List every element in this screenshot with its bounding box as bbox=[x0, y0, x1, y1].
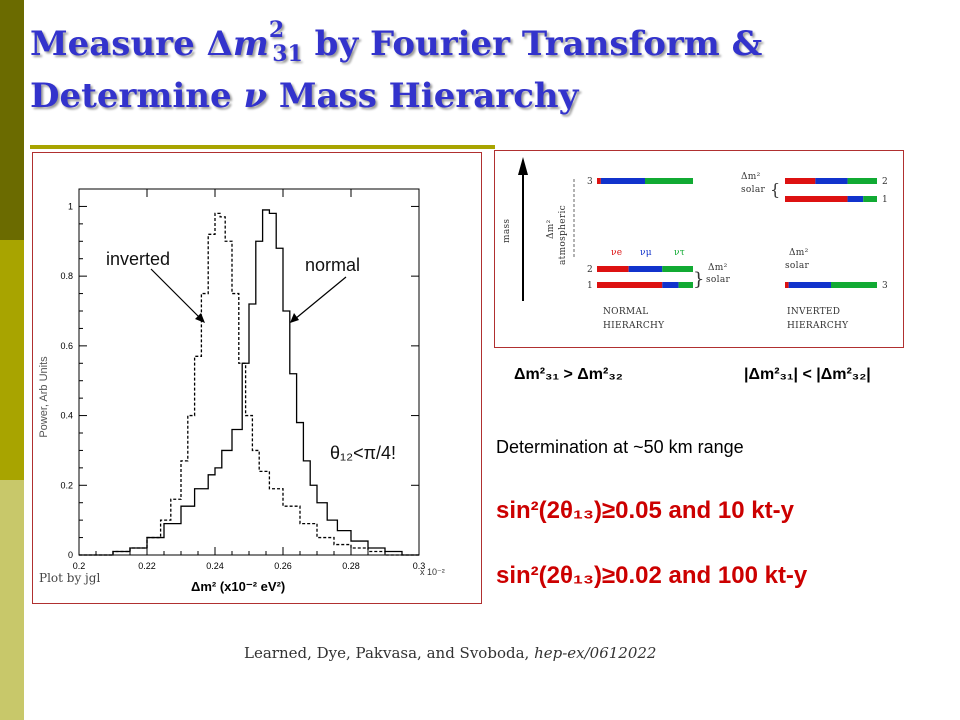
y-tick-label: 0 bbox=[68, 550, 73, 560]
normal-bar-3-nu_tau bbox=[645, 178, 693, 184]
normal-solar-bracket: } bbox=[693, 269, 705, 290]
inverted-atm-word: solar bbox=[785, 261, 809, 271]
inverted-bar-2-nu_mu bbox=[815, 178, 848, 184]
theta-note: θ₁₂<π/4! bbox=[330, 443, 397, 463]
series-inverted bbox=[79, 212, 419, 556]
normal-bar-2-nu_mu bbox=[628, 266, 663, 272]
citation-ref: hep-ex/0612022 bbox=[534, 644, 657, 662]
series-normal bbox=[79, 209, 419, 556]
inverted-bar-2-nu_e bbox=[785, 178, 816, 184]
sensitivity-line-2: sin²(2θ₁₃)≥0.02 and 100 kt-y bbox=[496, 562, 808, 589]
y-tick-label: 0.2 bbox=[60, 480, 73, 490]
inverted-level-3: 3 bbox=[882, 281, 888, 291]
inverted-level-1: 1 bbox=[882, 195, 888, 205]
normal-relation: Δm²₃₁ > Δm²₃₂ bbox=[514, 366, 623, 383]
x-tick-label: 0.28 bbox=[342, 561, 360, 571]
y-tick-label: 0.8 bbox=[60, 271, 73, 281]
band-top bbox=[0, 0, 24, 240]
atm-word: atmospheric bbox=[558, 205, 568, 265]
x-axis-label: Δm² (x10⁻² eV²) bbox=[191, 579, 286, 594]
normal-level-3: 3 bbox=[587, 177, 593, 187]
normal-arrow-head bbox=[290, 313, 299, 323]
citation-authors: Learned, Dye, Pakvasa, and Svoboda, bbox=[244, 644, 535, 662]
power-spectrum-chart: 0.2 0.22 0.24 0.26 0.28 0.300.20.40.60.81 bbox=[60, 188, 426, 571]
x-tick-label: 0.24 bbox=[206, 561, 224, 571]
normal-bar-3-nu_mu bbox=[600, 178, 645, 184]
x-tick-label: 0.3 bbox=[413, 561, 426, 571]
normal-bar-1-nu_tau bbox=[678, 282, 693, 288]
normal-bar-2-nu_tau bbox=[662, 266, 693, 272]
slide-title: Measure Δm231 by Fourier Transform & Det… bbox=[30, 17, 763, 116]
normal-level-2: 2 bbox=[587, 265, 593, 275]
inverted-solar-dm2: Δm² bbox=[741, 172, 761, 182]
normal-bar-1-nu_e bbox=[597, 282, 663, 288]
normal-title-1: NORMAL bbox=[603, 307, 649, 317]
sensitivity-line-1: sin²(2θ₁₃)≥0.05 and 10 kt-y bbox=[496, 497, 794, 524]
normal-bar-2-nu_e bbox=[597, 266, 629, 272]
normal-solar-word: solar bbox=[706, 275, 730, 285]
band-bottom bbox=[0, 480, 24, 720]
y-tick-label: 0.4 bbox=[60, 411, 73, 421]
inverted-bar-3-nu_e bbox=[785, 282, 789, 288]
inverted-label: inverted bbox=[106, 249, 171, 269]
normal-arrow bbox=[294, 276, 347, 320]
x-tick-label: 0.2 bbox=[73, 561, 86, 571]
inverted-bar-2-nu_tau bbox=[847, 178, 877, 184]
normal-bar-3-nu_e bbox=[597, 178, 601, 184]
title-underline bbox=[30, 145, 495, 149]
mass-hierarchy-diagram: mass Δm² atmospheric 3 2 1 } Δm² solar ν… bbox=[502, 157, 888, 331]
inverted-arrow-head bbox=[195, 313, 205, 323]
inverted-bar-1-nu_tau bbox=[863, 196, 877, 202]
nu-tau-label: ντ bbox=[674, 248, 685, 258]
normal-solar-dm2: Δm² bbox=[708, 263, 728, 273]
inverted-solar-word: solar bbox=[741, 185, 765, 195]
plot-frame bbox=[78, 188, 420, 556]
normal-level-1: 1 bbox=[587, 281, 593, 291]
y-axis-label: Power, Arb Units bbox=[38, 356, 50, 438]
citation: Learned, Dye, Pakvasa, and Svoboda, hep-… bbox=[244, 644, 656, 662]
inverted-atm-dm2: Δm² bbox=[789, 248, 809, 258]
band-middle bbox=[0, 240, 24, 480]
power-spectrum-panel: 0.2 0.22 0.24 0.26 0.28 0.3 0 0.2 0.4 0.6 0.8 1 Pow… bbox=[32, 152, 482, 604]
inverted-title-1: INVERTED bbox=[787, 307, 840, 317]
x-scale-note: x 10⁻² bbox=[420, 567, 445, 577]
y-tick-label: 1 bbox=[68, 201, 73, 211]
normal-title-2: HIERARCHY bbox=[603, 321, 665, 331]
x-tick-label: 0.22 bbox=[138, 561, 156, 571]
atm-dm2-label: Δm² bbox=[546, 219, 556, 239]
inverted-bar-3-nu_tau bbox=[831, 282, 877, 288]
normal-label: normal bbox=[305, 255, 361, 275]
inverted-arrow bbox=[150, 268, 202, 320]
mass-hierarchy-panel: mass Δm² atmospheric 3 2 1 } Δm² solar ν… bbox=[494, 150, 904, 348]
x-tick-label: 0.26 bbox=[274, 561, 292, 571]
inverted-bar-1-nu_e bbox=[785, 196, 848, 202]
mass-label: mass bbox=[502, 219, 512, 243]
plot-credit: Plot by jgl bbox=[39, 571, 101, 585]
normal-bar-1-nu_mu bbox=[662, 282, 679, 288]
nu-mu-label: νμ bbox=[640, 248, 652, 258]
inverted-bar-1-nu_mu bbox=[847, 196, 864, 202]
y-tick-label: 0.6 bbox=[60, 341, 73, 351]
inverted-title-2: HIERARCHY bbox=[787, 321, 849, 331]
nu-e-label: νe bbox=[611, 248, 622, 258]
inverted-level-2: 2 bbox=[882, 177, 888, 187]
inverted-solar-bracket: { bbox=[770, 180, 780, 199]
inverted-bar-3-nu_mu bbox=[788, 282, 831, 288]
mass-arrow-head bbox=[518, 157, 528, 175]
determination-text: Determination at ~50 km range bbox=[496, 437, 744, 457]
inverted-relation: |Δm²₃₁| < |Δm²₃₂| bbox=[744, 366, 871, 383]
